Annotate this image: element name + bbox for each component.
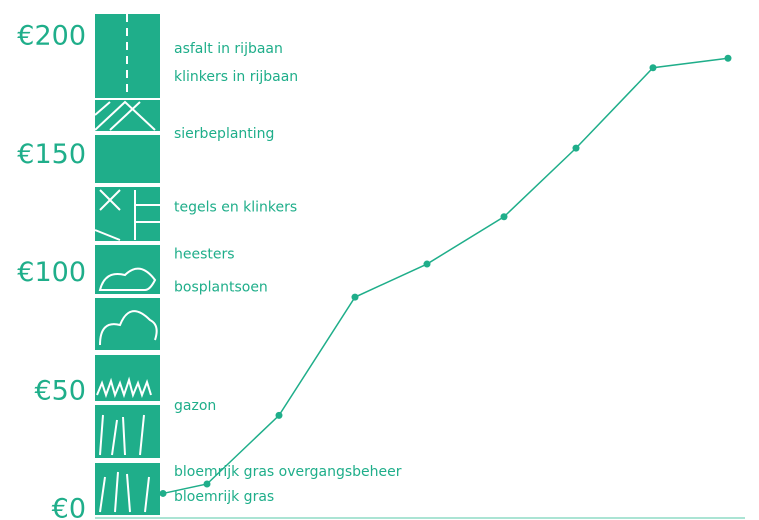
annotation: heesters (174, 247, 235, 263)
annotation: gazon (174, 398, 216, 414)
annotation: asfalt in rijbaan (174, 41, 283, 57)
point (572, 144, 580, 152)
y-tick-label: €100 (17, 257, 86, 288)
y-tick-label: €0 (52, 494, 86, 520)
point (649, 64, 657, 72)
point (500, 213, 508, 221)
annotation: sierbeplanting (174, 126, 274, 142)
annotation: bloemrijk gras (174, 489, 274, 505)
point (203, 480, 211, 488)
point (275, 411, 283, 419)
point (423, 260, 431, 268)
point (159, 489, 167, 497)
annotation: bloemrijk gras overgangsbeheer (174, 464, 402, 480)
annotation: klinkers in rijbaan (174, 69, 298, 85)
line (162, 57, 729, 495)
annotation: tegels en klinkers (174, 199, 297, 215)
y-tick-label: €200 (17, 21, 86, 52)
icon-column (94, 14, 160, 515)
annotation: bosplantsoen (174, 280, 268, 296)
point (724, 54, 732, 62)
point (351, 293, 359, 301)
y-tick-label: €150 (17, 139, 86, 170)
y-tick-label: €50 (34, 375, 86, 406)
